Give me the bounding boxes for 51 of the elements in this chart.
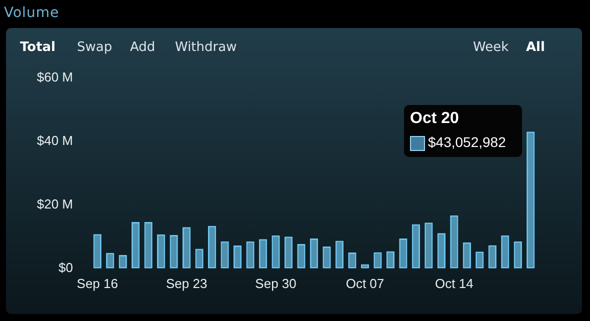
bar (526, 132, 535, 268)
bar (258, 239, 268, 268)
text: Swap (77, 40, 112, 55)
bar (514, 241, 522, 268)
bar (399, 238, 408, 268)
bar (195, 248, 204, 268)
bar (348, 252, 356, 268)
y-tick-label: $0 (58, 260, 73, 275)
text: Week (473, 40, 509, 55)
bar (501, 235, 510, 268)
x-tick-label: Sep 23 (166, 276, 208, 291)
bar (450, 215, 458, 268)
bar (310, 238, 318, 268)
bar (374, 252, 382, 268)
bar (412, 224, 420, 268)
bar (284, 236, 293, 268)
y-tick-label: $40 M (36, 132, 73, 148)
bar (437, 233, 446, 268)
bar (246, 241, 254, 268)
bar (297, 244, 306, 268)
x-tick-label: Oct 14 (435, 276, 474, 291)
bar (462, 242, 471, 268)
bar (170, 235, 178, 268)
y-tick-label: $20 M (36, 196, 73, 212)
x-tick-label: Sep 30 (255, 276, 296, 291)
bar (220, 241, 229, 268)
bar (157, 234, 166, 268)
x-tick-label: Oct 07 (346, 276, 384, 291)
bar (424, 222, 433, 268)
bar (476, 252, 484, 268)
text: Withdraw (175, 40, 237, 55)
bar (272, 235, 280, 268)
text: Add (130, 40, 156, 55)
text: All (526, 40, 545, 55)
y-tick-label: $60 M (36, 69, 73, 84)
bar (93, 234, 102, 268)
bar (322, 246, 331, 268)
bar (144, 222, 152, 268)
bar (233, 246, 242, 268)
bar (488, 245, 496, 268)
bar (132, 222, 140, 268)
x-tick-label: Sep 16 (76, 276, 118, 291)
chart-title: Volume (4, 5, 60, 21)
annotation: $43,052,982 (428, 134, 506, 150)
bar (182, 227, 191, 268)
annotation: Oct 20 (410, 110, 459, 128)
bar (335, 240, 344, 268)
bar (208, 226, 216, 268)
bar (386, 251, 395, 268)
bar (106, 252, 114, 268)
text: Total (20, 40, 56, 55)
